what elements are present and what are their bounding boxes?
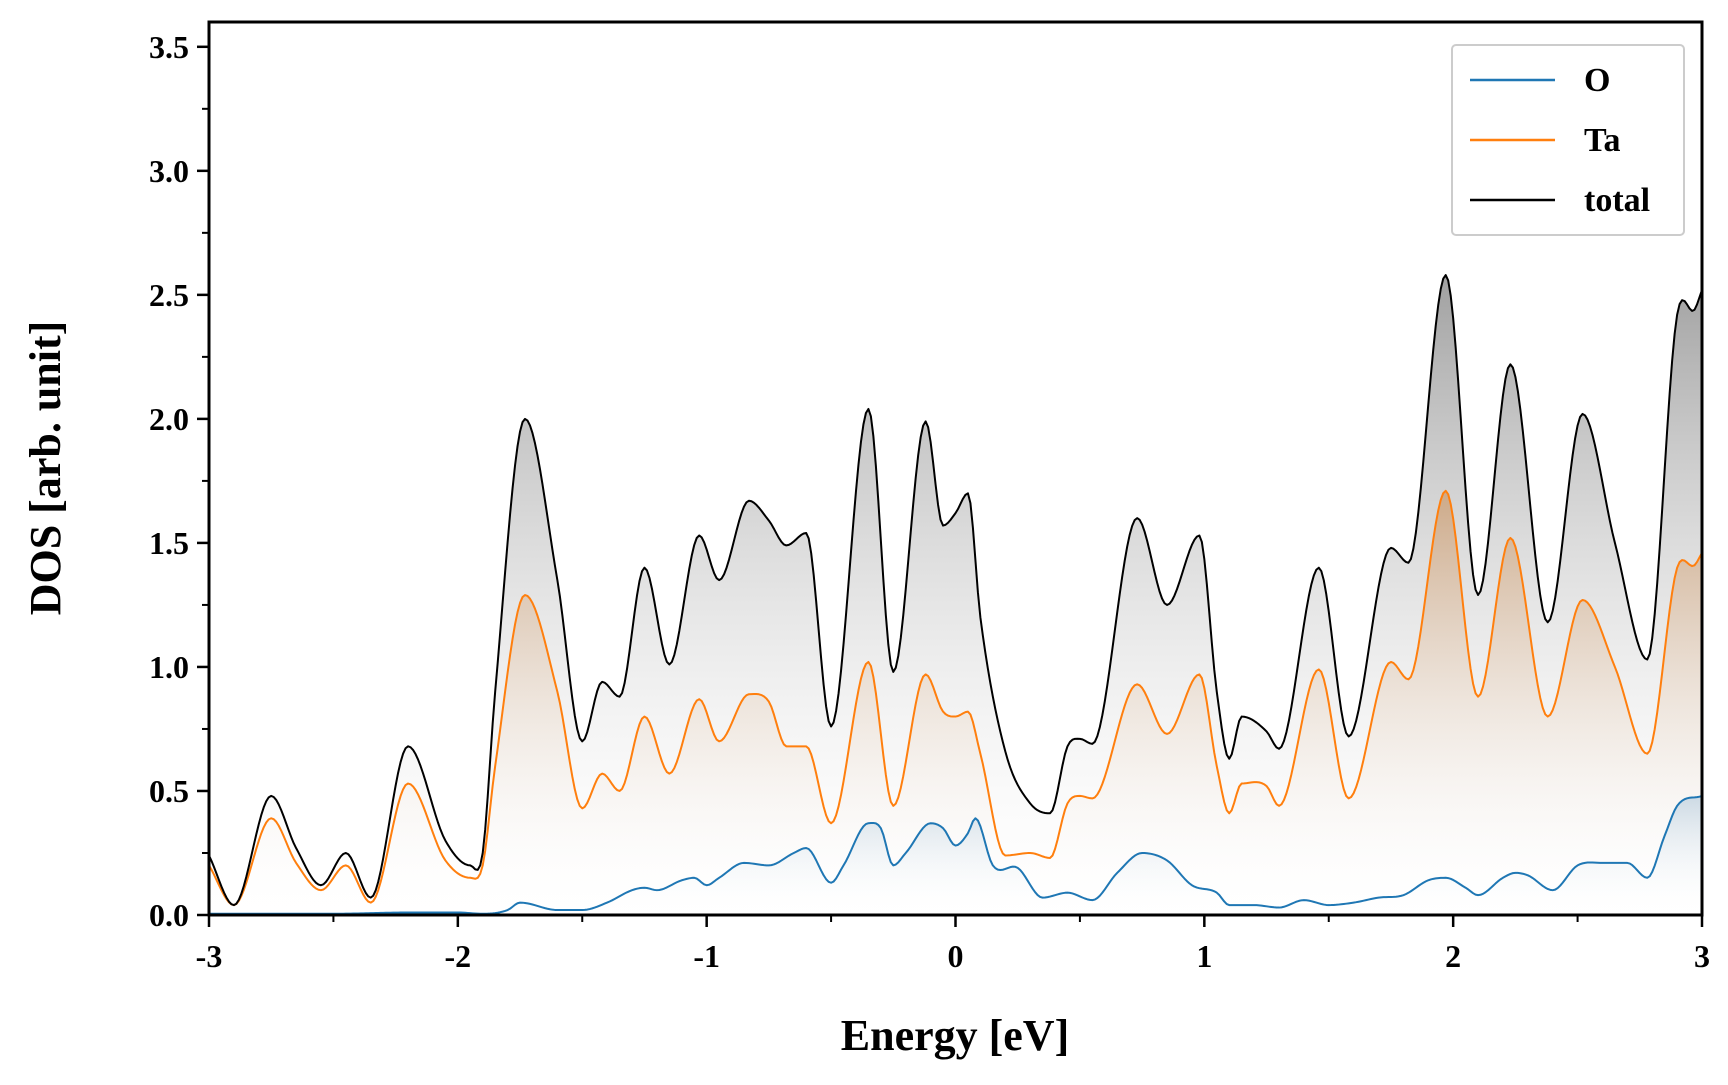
series-line-total [209, 274, 1702, 907]
y-tick-label: 2.0 [149, 401, 189, 437]
y-axis-ticks: 0.0 0.5 1.0 1.5 2.0 2.5 3.0 3.5 [149, 29, 209, 933]
y-tick-label: 2.5 [149, 277, 189, 313]
series-lines [209, 274, 1702, 915]
series-line-o [209, 794, 1702, 915]
legend-label-o: O [1584, 62, 1610, 99]
x-tick-label: 2 [1445, 938, 1461, 974]
legend: O Ta total [1451, 44, 1685, 236]
y-tick-label: 0.5 [149, 773, 189, 809]
x-tick-label: -2 [445, 938, 472, 974]
legend-box [1451, 44, 1685, 236]
x-axis-ticks: -3 -2 -1 0 1 2 3 [196, 915, 1710, 974]
y-tick-label: 3.5 [149, 29, 189, 65]
x-tick-label: 3 [1694, 938, 1710, 974]
x-tick-label: 1 [1196, 938, 1212, 974]
y-tick-label: 1.0 [149, 649, 189, 685]
legend-label-total: total [1584, 182, 1650, 219]
legend-label-ta: Ta [1584, 122, 1621, 159]
y-axis-label: DOS [arb. unit] [21, 321, 70, 616]
series-line-ta [209, 489, 1702, 907]
series-fill-o [209, 795, 1702, 915]
x-tick-label: -3 [196, 938, 223, 974]
y-tick-label: 3.0 [149, 153, 189, 189]
x-axis-label: Energy [eV] [841, 1011, 1070, 1060]
x-tick-label: 0 [948, 938, 964, 974]
y-tick-label: 0.0 [149, 897, 189, 933]
y-tick-label: 1.5 [149, 525, 189, 561]
x-tick-label: -1 [693, 938, 720, 974]
